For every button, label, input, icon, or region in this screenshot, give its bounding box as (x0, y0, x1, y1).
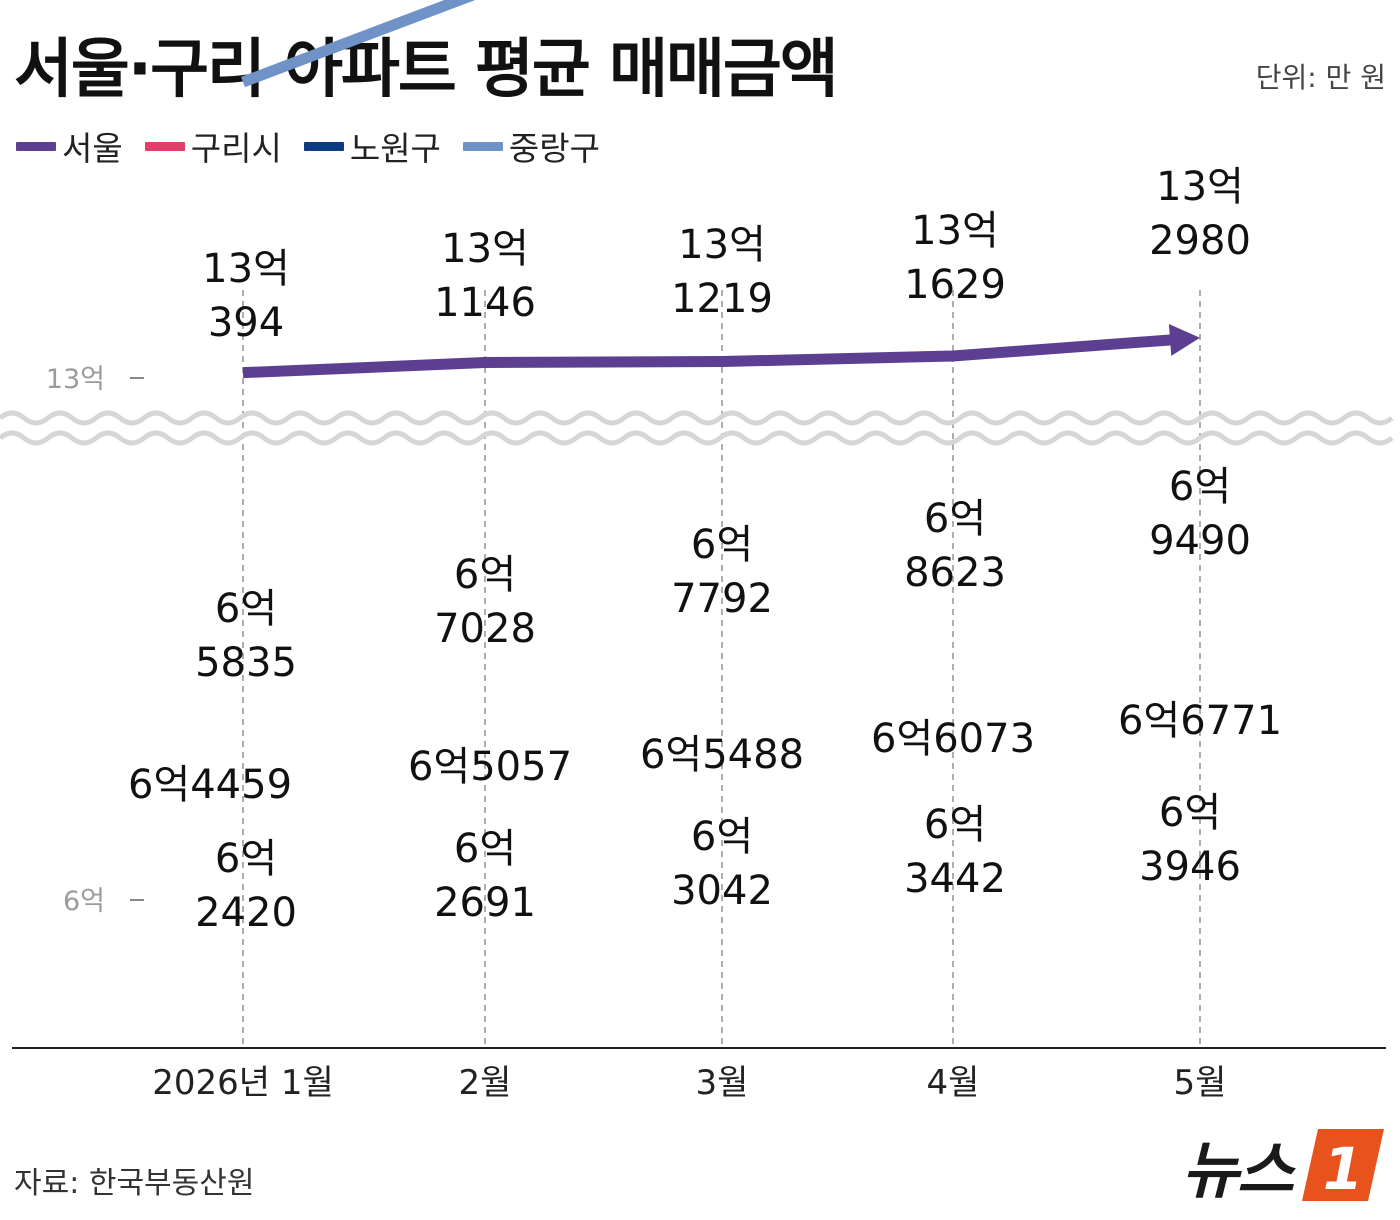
axis-break-line (0, 430, 1394, 446)
data-label: 2980 (1149, 218, 1251, 264)
legend-swatch-jungnang (462, 141, 503, 151)
axis-break-line (0, 410, 1394, 426)
data-label: 6억 (1159, 790, 1221, 836)
data-label: 6억 (691, 522, 753, 568)
data-label: 6억 (924, 802, 986, 848)
legend-label-jungnang: 중랑구 (508, 129, 601, 168)
data-label: 394 (208, 300, 284, 346)
data-label: 6억 (215, 586, 277, 632)
legend-label-guri: 구리시 (190, 129, 282, 168)
data-label: 9490 (1149, 518, 1251, 564)
data-label: 6억6771 (1118, 698, 1282, 744)
data-label: 3946 (1139, 844, 1241, 890)
data-label: 6억 (1169, 464, 1231, 510)
data-label: 6억 (691, 814, 753, 860)
data-label: 6억 (454, 552, 516, 598)
unit-label: 단위: 만 원 (1255, 61, 1386, 94)
logo-mark-icon: 1 (1302, 1129, 1384, 1203)
series-line-3 (241, 0, 476, 88)
x-tick-label: 4월 (927, 1063, 980, 1103)
legend-swatch-nowon (303, 141, 344, 151)
data-label: 6억 (924, 496, 986, 542)
data-label: 3442 (904, 856, 1006, 902)
data-label: 6억5488 (640, 732, 804, 778)
series-arrow-0 (1168, 324, 1200, 356)
line-chart: 13억7억6억2026년 1월2월3월4월5월13억39413억114613억1… (0, 0, 1394, 1103)
data-label: 6억5057 (408, 744, 572, 790)
legend-label-nowon: 노원구 (349, 129, 441, 168)
data-label: 7792 (671, 576, 773, 622)
data-label: 13억 (202, 246, 290, 292)
data-label: 6억 (215, 836, 277, 882)
data-label: 13억 (678, 222, 766, 268)
data-label: 8623 (904, 550, 1006, 596)
legend-label-seoul: 서울 (62, 129, 123, 168)
y-tick-label: 6억 (63, 886, 105, 917)
logo-text: 뉴스 (1181, 1134, 1294, 1207)
legend-swatch-seoul (16, 141, 56, 151)
legend-item-nowon: 노원구 (303, 122, 441, 170)
data-label: 6억 (454, 826, 516, 872)
data-label: 5835 (195, 640, 297, 686)
x-tick-label: 2026년 1월 (152, 1063, 334, 1103)
data-label: 1146 (434, 280, 536, 326)
data-label: 3042 (671, 868, 773, 914)
data-label: 6억4459 (128, 762, 292, 808)
data-label: 13억 (911, 208, 999, 254)
x-tick-label: 3월 (696, 1063, 749, 1103)
x-tick-label: 5월 (1174, 1063, 1227, 1103)
legend-item-jungnang: 중랑구 (462, 122, 601, 170)
data-label: 13억 (441, 226, 529, 272)
data-label: 6억6073 (871, 716, 1035, 762)
data-label: 13억 (1156, 164, 1244, 210)
source-note: 자료: 한국부동산원 (14, 1166, 255, 1201)
y-tick-label: 13억 (46, 364, 105, 395)
svg-text:1: 1 (1323, 1135, 1363, 1203)
data-label: 1629 (904, 262, 1006, 308)
legend-swatch-guri (144, 141, 185, 151)
legend: 서울 구리시 노원구 중랑구 (16, 122, 600, 170)
news1-logo: 뉴스 1 (1182, 1120, 1386, 1210)
chart-title: 서울·구리 아파트 평균 매매금액 (14, 33, 839, 107)
x-tick-label: 2월 (459, 1063, 512, 1103)
data-label: 1219 (671, 276, 773, 322)
data-label: 2691 (434, 880, 536, 926)
legend-item-guri: 구리시 (144, 122, 282, 170)
legend-item-seoul: 서울 (16, 122, 123, 170)
series-line-0 (242, 333, 1181, 379)
data-label: 2420 (195, 890, 297, 936)
data-label: 7028 (434, 606, 536, 652)
